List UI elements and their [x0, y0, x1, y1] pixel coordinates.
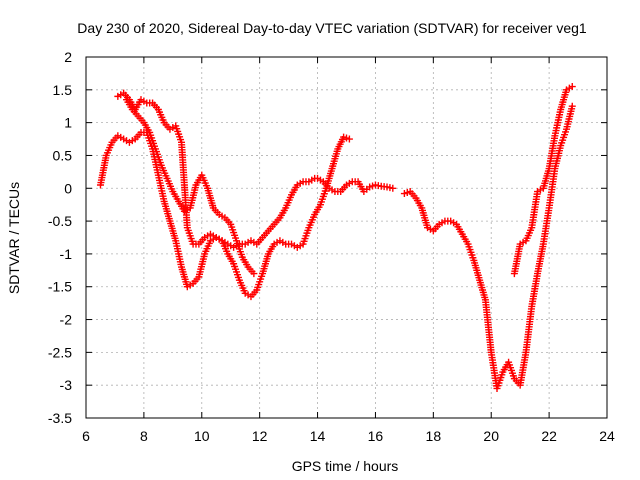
x-tick-label: 14	[310, 428, 326, 444]
y-axis-title: SDTVAR / TECUs	[6, 182, 22, 294]
y-tick-label: -2	[60, 312, 73, 328]
y-tick-label: -0.5	[48, 213, 72, 229]
x-tick-label: 20	[483, 428, 499, 444]
x-tick-label: 6	[82, 428, 90, 444]
chart-title: Day 230 of 2020, Sidereal Day-to-day VTE…	[77, 20, 587, 36]
y-tick-label: 0	[64, 180, 72, 196]
plot-frame	[85, 56, 608, 419]
data-point	[568, 83, 576, 91]
y-tick-label: 1	[64, 115, 72, 131]
data-point	[250, 270, 258, 278]
axes	[85, 56, 608, 419]
x-tick-label: 22	[541, 428, 557, 444]
x-tick-label: 10	[194, 428, 210, 444]
y-tick-label: -3	[60, 377, 73, 393]
y-tick-label: 2	[64, 49, 72, 65]
x-tick-label: 16	[368, 428, 384, 444]
grid	[86, 57, 607, 418]
data-points	[96, 83, 576, 392]
data-point	[345, 135, 353, 143]
y-tick-label: 1.5	[53, 82, 73, 98]
tick-labels: 6 8 10 12 14 16 18 20 22 24-3.5-3-2.5-2-1.5-1-0.5…	[48, 49, 615, 444]
y-tick-label: 0.5	[53, 147, 73, 163]
x-tick-label: 12	[252, 428, 268, 444]
y-tick-label: -1	[60, 246, 73, 262]
x-tick-label: 24	[599, 428, 615, 444]
x-tick-label: 8	[140, 428, 148, 444]
data-point	[568, 102, 576, 110]
x-tick-label: 18	[426, 428, 442, 444]
y-tick-label: -2.5	[48, 344, 72, 360]
data-point	[389, 184, 397, 192]
y-tick-label: -1.5	[48, 279, 72, 295]
y-tick-label: -3.5	[48, 410, 72, 426]
x-axis-title: GPS time / hours	[292, 458, 399, 474]
